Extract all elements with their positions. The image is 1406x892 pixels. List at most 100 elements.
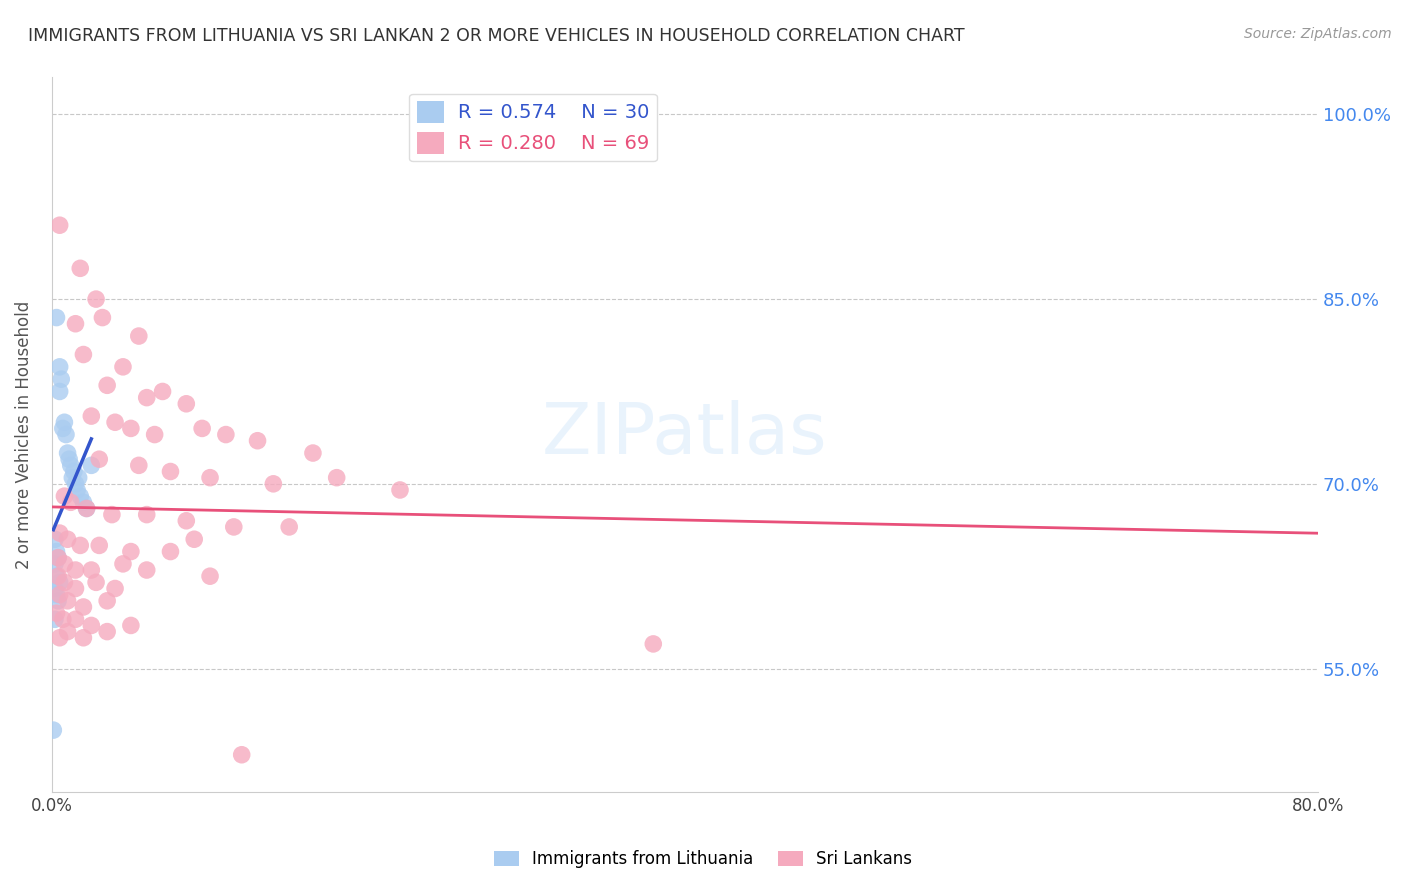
Point: [183, 533, 205, 547]
Point: [101, 508, 124, 522]
Point: [45, 310, 67, 325]
Point: [176, 397, 198, 411]
Point: [53, 557, 76, 571]
Point: [246, 434, 269, 448]
Point: [104, 582, 127, 596]
Point: [231, 747, 253, 762]
Point: [53, 489, 76, 503]
Point: [128, 329, 150, 343]
Point: [53, 575, 76, 590]
Point: [262, 476, 284, 491]
Point: [325, 471, 347, 485]
Point: [44, 533, 66, 547]
Point: [48, 384, 70, 399]
Point: [46, 550, 69, 565]
Point: [58, 452, 80, 467]
Point: [69, 261, 91, 276]
Point: [48, 526, 70, 541]
Point: [66, 483, 89, 497]
Point: [44, 557, 66, 571]
Point: [80, 618, 103, 632]
Point: [111, 557, 134, 571]
Point: [65, 476, 87, 491]
Point: [89, 538, 111, 552]
Legend: R = 0.574    N = 30, R = 0.280    N = 69: R = 0.574 N = 30, R = 0.280 N = 69: [409, 94, 657, 161]
Point: [72, 631, 94, 645]
Point: [56, 446, 79, 460]
Point: [51, 372, 73, 386]
Point: [152, 384, 174, 399]
Legend: Immigrants from Lithuania, Sri Lankans: Immigrants from Lithuania, Sri Lankans: [486, 844, 920, 875]
Point: [388, 483, 411, 497]
Point: [80, 563, 103, 577]
Point: [215, 427, 238, 442]
Point: [222, 520, 245, 534]
Point: [198, 471, 221, 485]
Point: [46, 594, 69, 608]
Point: [84, 292, 107, 306]
Text: ZIPatlas: ZIPatlas: [543, 401, 828, 469]
Point: [56, 594, 79, 608]
Point: [89, 452, 111, 467]
Point: [91, 310, 114, 325]
Point: [56, 624, 79, 639]
Point: [159, 465, 181, 479]
Point: [48, 631, 70, 645]
Point: [45, 544, 67, 558]
Point: [120, 618, 142, 632]
Point: [45, 588, 67, 602]
Point: [53, 415, 76, 429]
Point: [45, 606, 67, 620]
Point: [120, 544, 142, 558]
Text: Source: ZipAtlas.com: Source: ZipAtlas.com: [1244, 27, 1392, 41]
Point: [48, 588, 70, 602]
Point: [69, 489, 91, 503]
Point: [60, 471, 83, 485]
Point: [63, 465, 86, 479]
Point: [59, 458, 82, 473]
Point: [72, 347, 94, 361]
Point: [135, 563, 157, 577]
Point: [48, 575, 70, 590]
Point: [46, 550, 69, 565]
Point: [52, 612, 75, 626]
Point: [72, 599, 94, 614]
Point: [52, 421, 75, 435]
Point: [191, 421, 214, 435]
Point: [56, 533, 79, 547]
Point: [65, 582, 87, 596]
Point: [80, 409, 103, 423]
Point: [143, 427, 166, 442]
Point: [76, 501, 98, 516]
Point: [65, 612, 87, 626]
Point: [135, 508, 157, 522]
Point: [48, 218, 70, 232]
Point: [96, 594, 118, 608]
Point: [135, 391, 157, 405]
Point: [96, 378, 118, 392]
Point: [44, 612, 66, 626]
Text: IMMIGRANTS FROM LITHUANIA VS SRI LANKAN 2 OR MORE VEHICLES IN HOUSEHOLD CORRELAT: IMMIGRANTS FROM LITHUANIA VS SRI LANKAN …: [28, 27, 965, 45]
Point: [120, 421, 142, 435]
Point: [302, 446, 325, 460]
Point: [69, 538, 91, 552]
Point: [643, 637, 665, 651]
Point: [48, 359, 70, 374]
Point: [128, 458, 150, 473]
Point: [65, 317, 87, 331]
Point: [159, 544, 181, 558]
Point: [45, 569, 67, 583]
Y-axis label: 2 or more Vehicles in Household: 2 or more Vehicles in Household: [15, 301, 32, 569]
Point: [104, 415, 127, 429]
Point: [198, 569, 221, 583]
Point: [72, 495, 94, 509]
Point: [55, 427, 77, 442]
Point: [59, 495, 82, 509]
Point: [84, 575, 107, 590]
Point: [42, 723, 65, 738]
Point: [65, 563, 87, 577]
Point: [67, 471, 90, 485]
Point: [111, 359, 134, 374]
Point: [44, 582, 66, 596]
Point: [278, 520, 301, 534]
